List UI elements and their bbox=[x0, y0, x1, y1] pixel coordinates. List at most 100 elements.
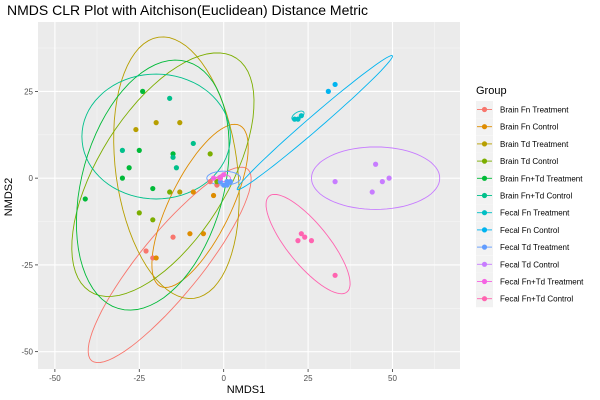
legend-key-point bbox=[481, 106, 488, 113]
legend-label: Fecal Td Treatment bbox=[500, 243, 570, 252]
legend-key-point bbox=[481, 261, 488, 267]
data-point bbox=[332, 179, 338, 185]
legend-item: Fecal Fn Control bbox=[476, 221, 559, 239]
data-point bbox=[190, 189, 196, 195]
data-point bbox=[150, 217, 156, 223]
legend-key-point bbox=[481, 210, 488, 216]
data-point bbox=[177, 189, 183, 195]
points bbox=[82, 81, 392, 278]
legend-key-point bbox=[481, 141, 488, 147]
data-point bbox=[207, 179, 213, 185]
legend-title: Group bbox=[476, 85, 507, 97]
legend-key-point bbox=[481, 158, 488, 164]
y-tick-label: -25 bbox=[21, 261, 33, 270]
chart-title: NMDS CLR Plot with Aitchison(Euclidean) … bbox=[7, 2, 368, 18]
legend-item: Fecal Fn+Td Treatment bbox=[476, 273, 584, 290]
data-point bbox=[82, 196, 88, 202]
confidence-ellipse bbox=[311, 146, 441, 210]
data-point bbox=[133, 126, 139, 133]
x-tick-label: 0 bbox=[221, 374, 226, 383]
confidence-ellipse bbox=[113, 36, 240, 300]
data-point bbox=[325, 88, 331, 94]
legend-label: Fecal Td Control bbox=[500, 260, 559, 269]
data-point bbox=[332, 81, 338, 88]
legend: Brain Fn Treatment Brain Fn Control Brain … bbox=[476, 101, 584, 308]
data-point bbox=[200, 231, 207, 237]
confidence-ellipse bbox=[76, 59, 230, 311]
data-point bbox=[170, 154, 176, 160]
legend-label: Fecal Fn+Td Control bbox=[500, 295, 573, 304]
data-point bbox=[136, 210, 142, 216]
y-axis: -50 -25 0 25 bbox=[21, 87, 38, 357]
confidence-ellipse bbox=[206, 170, 242, 186]
legend-item: Brain Td Treatment bbox=[476, 135, 569, 153]
data-point bbox=[167, 95, 173, 101]
legend-key-point bbox=[481, 278, 488, 285]
x-tick-label: 50 bbox=[388, 374, 397, 383]
legend-key-point bbox=[481, 244, 488, 250]
data-point bbox=[140, 88, 146, 94]
x-tick-label: -50 bbox=[49, 374, 61, 383]
data-point bbox=[332, 272, 338, 278]
x-tick-label: 25 bbox=[304, 374, 313, 383]
legend-label: Brain Fn+Td Treatment bbox=[500, 174, 583, 183]
data-point bbox=[302, 234, 308, 240]
data-point bbox=[119, 175, 125, 181]
legend-item: Fecal Fn+Td Control bbox=[476, 290, 573, 308]
legend-key-point bbox=[481, 175, 488, 181]
data-point bbox=[150, 185, 156, 192]
legend-key-point bbox=[481, 227, 488, 233]
legend-label: Brain Fn Treatment bbox=[500, 106, 569, 115]
y-tick-label: -50 bbox=[21, 348, 33, 357]
data-point bbox=[187, 231, 193, 237]
data-point bbox=[153, 120, 159, 126]
legend-label: Fecal Fn+Td Treatment bbox=[500, 278, 584, 287]
x-axis-title: NMDS1 bbox=[227, 384, 266, 396]
data-point bbox=[210, 175, 217, 181]
x-axis: -50 -25 0 25 50 bbox=[49, 369, 397, 383]
x-tick-label: -25 bbox=[133, 374, 145, 383]
data-point bbox=[298, 231, 304, 237]
data-point bbox=[167, 189, 173, 195]
data-point bbox=[170, 234, 176, 240]
legend-label: Brain Td Control bbox=[500, 157, 558, 166]
legend-item: Brain Fn+Td Control bbox=[476, 187, 572, 204]
legend-item: Fecal Fn Treatment bbox=[476, 204, 570, 222]
legend-label: Fecal Fn Treatment bbox=[500, 209, 570, 218]
data-point bbox=[177, 120, 183, 126]
data-point bbox=[295, 116, 301, 122]
legend-item: Fecal Td Treatment bbox=[476, 238, 570, 256]
legend-key-point bbox=[481, 296, 488, 302]
data-point bbox=[119, 147, 125, 153]
data-point bbox=[373, 161, 379, 167]
confidence-ellipse bbox=[265, 193, 351, 295]
confidence-ellipse bbox=[71, 52, 255, 297]
confidence-ellipse bbox=[87, 166, 252, 364]
legend-label: Brain Fn Control bbox=[500, 123, 558, 132]
data-point bbox=[173, 165, 180, 171]
legend-item: Fecal Td Control bbox=[476, 255, 559, 273]
data-point bbox=[153, 255, 159, 261]
confidence-ellipse bbox=[151, 123, 249, 288]
data-point bbox=[227, 179, 234, 185]
data-point bbox=[379, 179, 385, 185]
data-point bbox=[369, 189, 375, 195]
data-point bbox=[295, 238, 301, 244]
data-point bbox=[221, 172, 227, 178]
data-point bbox=[126, 165, 132, 171]
data-point bbox=[308, 238, 315, 244]
plot-panel bbox=[38, 22, 460, 369]
y-axis-title: NMDS2 bbox=[3, 178, 15, 217]
data-point bbox=[143, 248, 149, 254]
confidence-ellipse bbox=[236, 55, 393, 191]
data-point bbox=[386, 175, 392, 181]
grid-major bbox=[38, 22, 460, 369]
data-point bbox=[217, 175, 223, 181]
data-point bbox=[210, 192, 217, 199]
data-point bbox=[190, 140, 196, 147]
legend-item: Brain Fn Control bbox=[476, 118, 558, 136]
legend-key-point bbox=[481, 192, 488, 199]
legend-label: Brain Fn+Td Control bbox=[500, 192, 572, 201]
data-point bbox=[136, 147, 142, 153]
